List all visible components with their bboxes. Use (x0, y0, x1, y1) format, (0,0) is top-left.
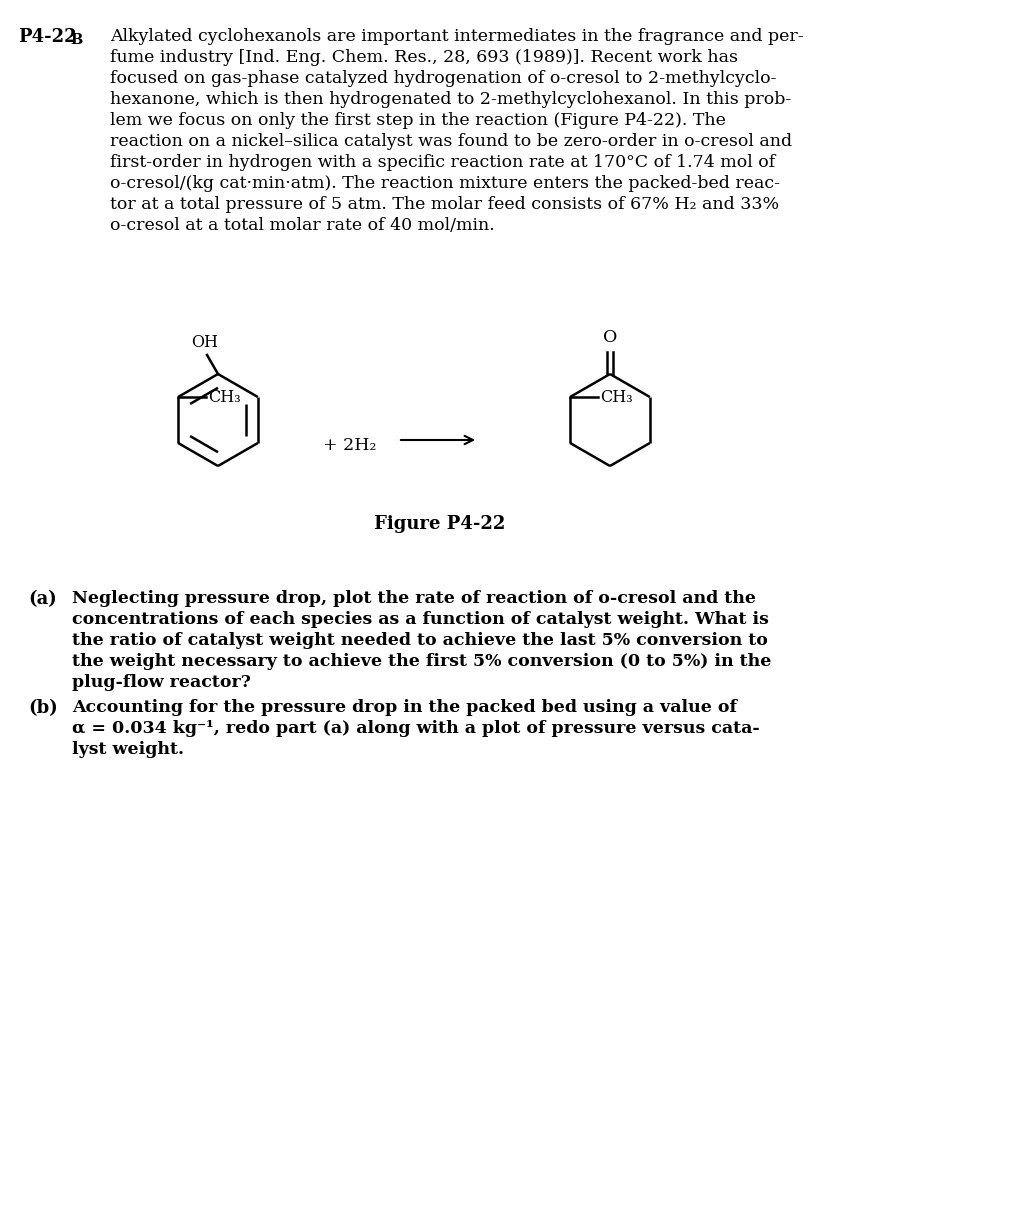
Text: fume industry [Ind. Eng. Chem. Res., 28, 693 (1989)]. Recent work has: fume industry [Ind. Eng. Chem. Res., 28,… (110, 49, 738, 66)
Text: the ratio of catalyst weight needed to achieve the last 5% conversion to: the ratio of catalyst weight needed to a… (72, 632, 768, 649)
Text: CH₃: CH₃ (600, 388, 633, 405)
Text: plug-flow reactor?: plug-flow reactor? (72, 674, 251, 691)
Text: (b): (b) (28, 699, 58, 717)
Text: reaction on a nickel–silica catalyst was found to be zero-order in o-cresol and: reaction on a nickel–silica catalyst was… (110, 133, 792, 150)
Text: first-order in hydrogen with a specific reaction rate at 170°C of 1.74 mol of: first-order in hydrogen with a specific … (110, 154, 775, 171)
Text: lyst weight.: lyst weight. (72, 741, 184, 758)
Text: CH₃: CH₃ (208, 388, 241, 405)
Text: B: B (70, 33, 82, 47)
Text: Figure P4-22: Figure P4-22 (375, 516, 505, 533)
Text: o-cresol/(kg cat·min·atm). The reaction mixture enters the packed-bed reac-: o-cresol/(kg cat·min·atm). The reaction … (110, 175, 780, 192)
Text: hexanone, which is then hydrogenated to 2-methylcyclohexanol. In this prob-: hexanone, which is then hydrogenated to … (110, 91, 792, 108)
Text: focused on gas-phase catalyzed hydrogenation of o-cresol to 2-methylcyclo-: focused on gas-phase catalyzed hydrogena… (110, 71, 776, 88)
Text: lem we focus on only the first step in the reaction (Figure P4-22). The: lem we focus on only the first step in t… (110, 112, 726, 129)
Text: α = 0.034 kg⁻¹, redo part (a) along with a plot of pressure versus cata-: α = 0.034 kg⁻¹, redo part (a) along with… (72, 720, 760, 737)
Text: concentrations of each species as a function of catalyst weight. What is: concentrations of each species as a func… (72, 610, 769, 627)
Text: the weight necessary to achieve the first 5% conversion (0 to 5%) in the: the weight necessary to achieve the firs… (72, 653, 771, 670)
Text: Accounting for the pressure drop in the packed bed using a value of: Accounting for the pressure drop in the … (72, 699, 737, 716)
Text: + 2H₂: + 2H₂ (324, 437, 377, 454)
Text: O: O (603, 330, 617, 347)
Text: tor at a total pressure of 5 atm. The molar feed consists of 67% H₂ and 33%: tor at a total pressure of 5 atm. The mo… (110, 196, 780, 213)
Text: OH: OH (192, 334, 218, 351)
Text: Alkylated cyclohexanols are important intermediates in the fragrance and per-: Alkylated cyclohexanols are important in… (110, 28, 804, 45)
Text: o-cresol at a total molar rate of 40 mol/min.: o-cresol at a total molar rate of 40 mol… (110, 216, 494, 233)
Text: (a): (a) (28, 590, 57, 608)
Text: P4-22: P4-22 (18, 28, 76, 46)
Text: Neglecting pressure drop, plot the rate of reaction of o-cresol and the: Neglecting pressure drop, plot the rate … (72, 590, 756, 607)
